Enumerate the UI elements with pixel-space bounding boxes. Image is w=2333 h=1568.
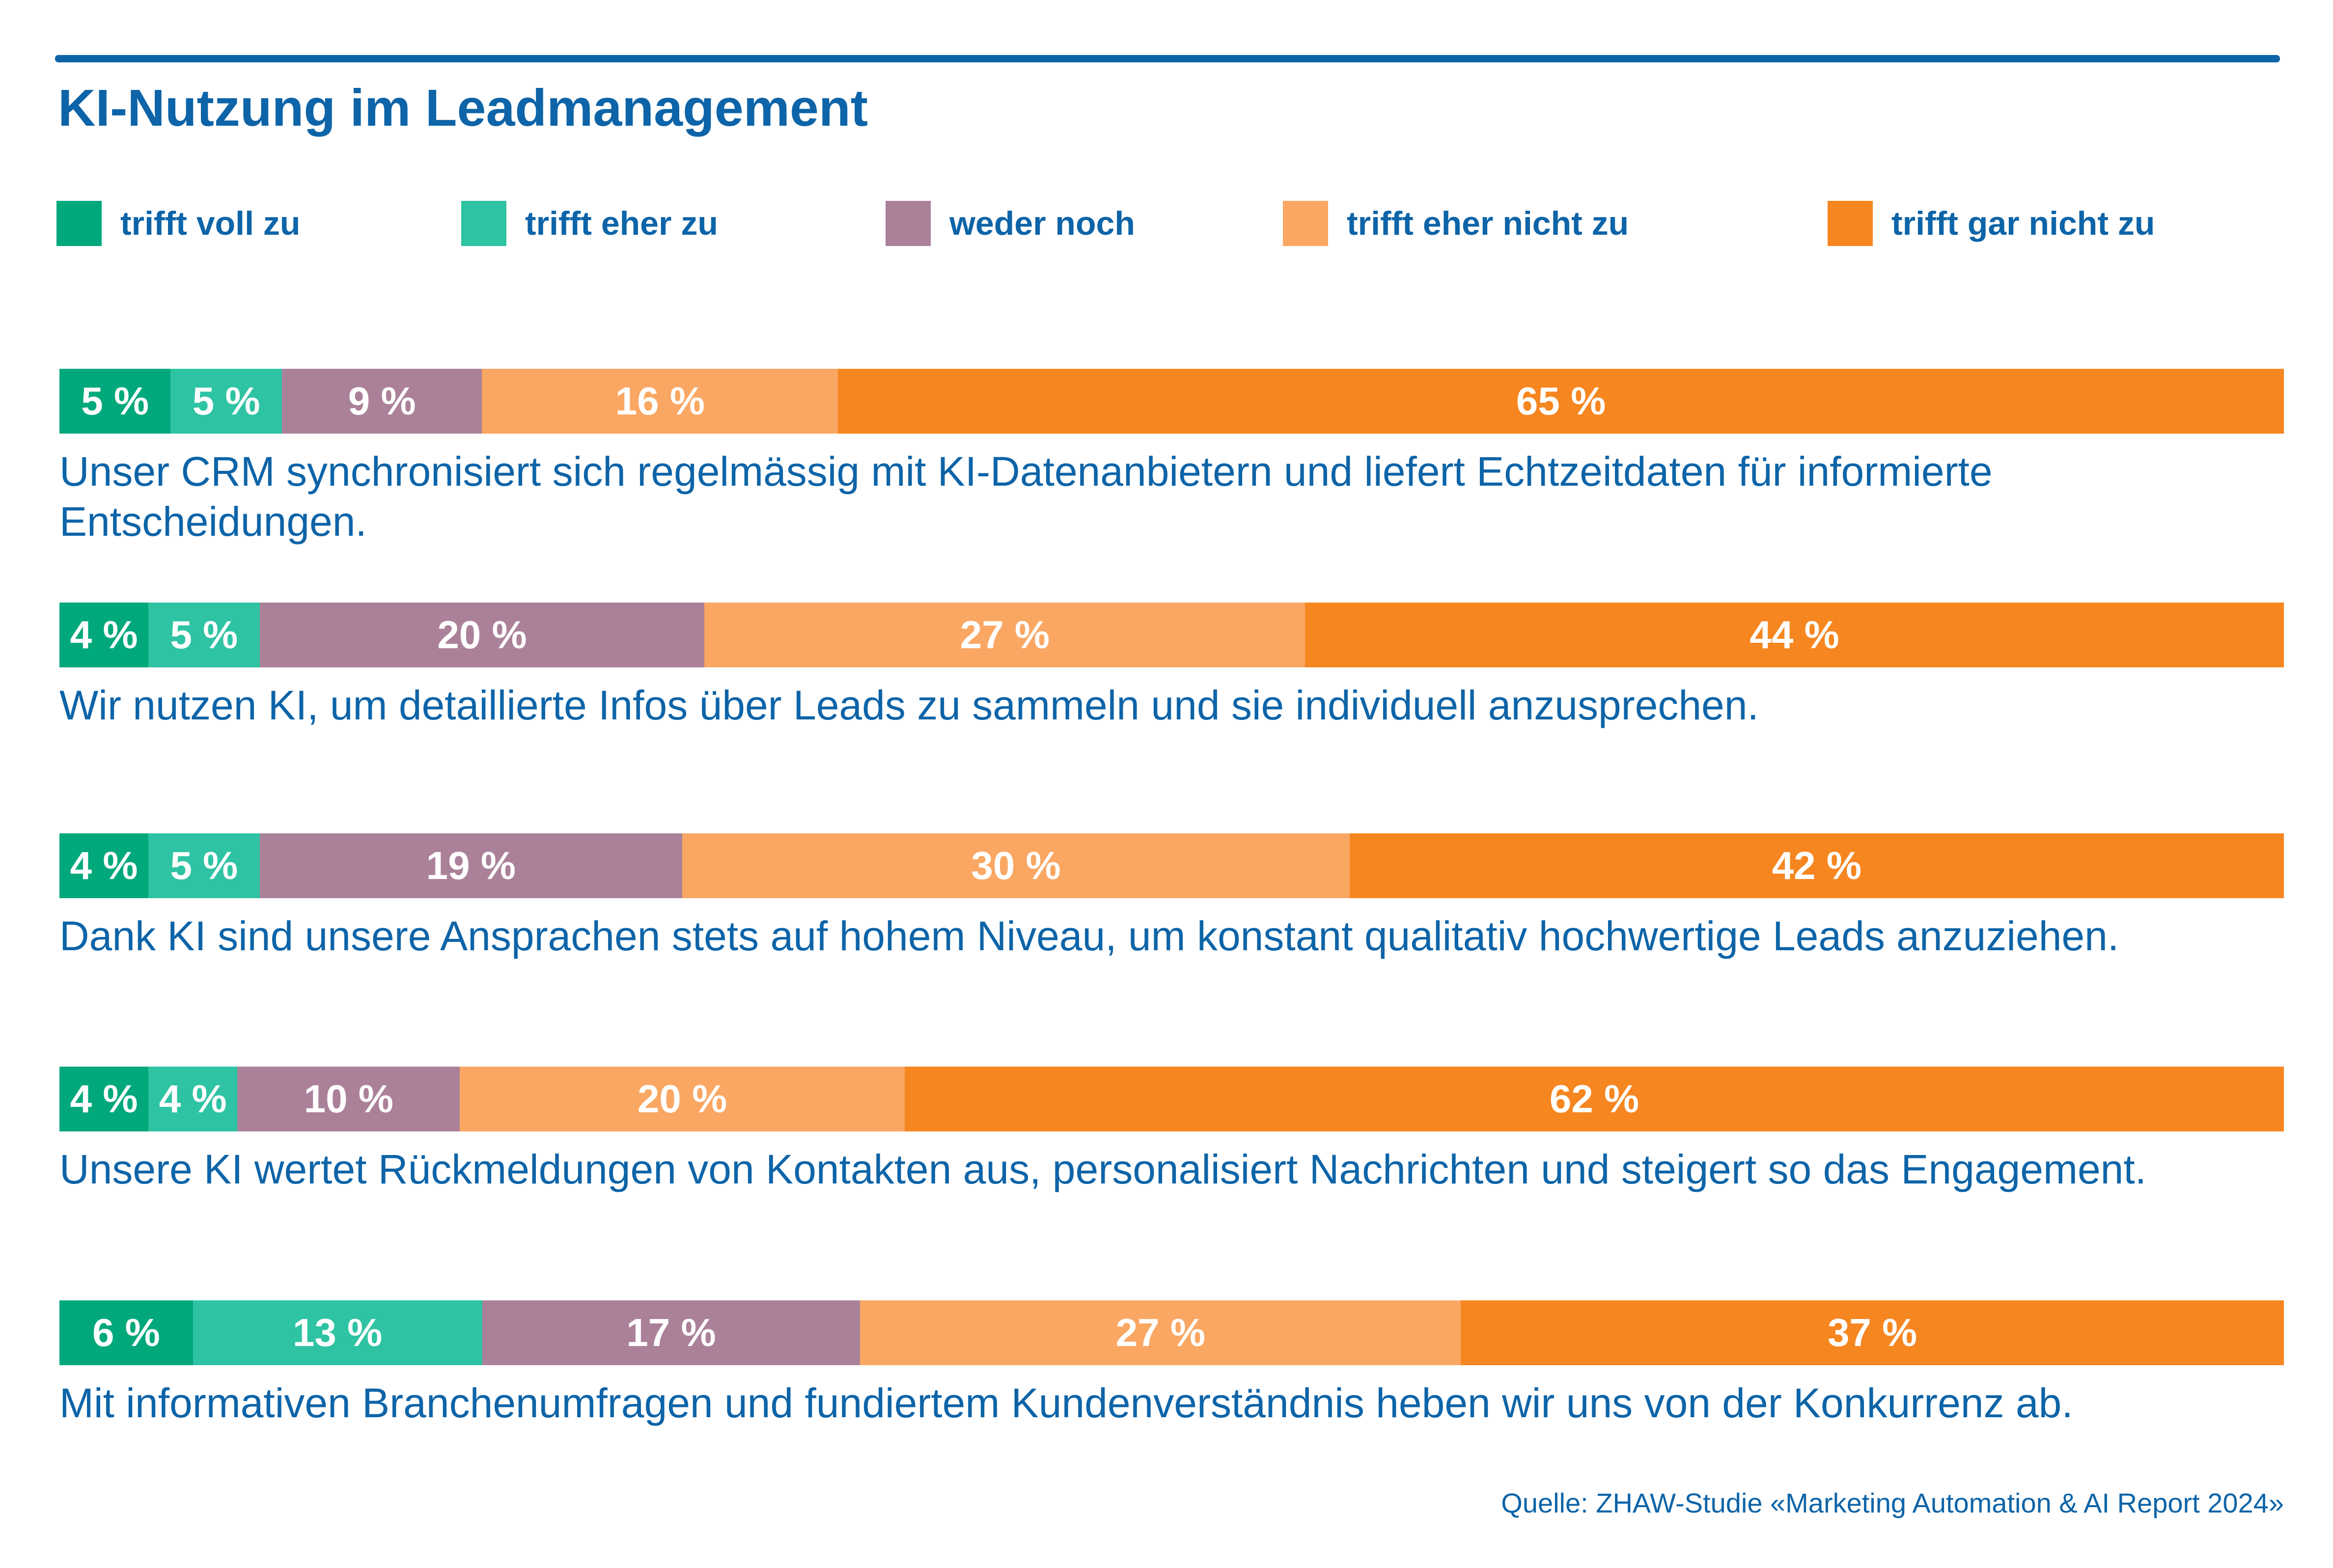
bar-segment-value: 4 % xyxy=(159,1077,227,1121)
bar-segment-trifft-voll-zu: 4 % xyxy=(59,833,149,898)
bar-segment-trifft-eher-nicht-zu: 27 % xyxy=(704,603,1305,667)
bar-segment-trifft-voll-zu: 4 % xyxy=(59,603,149,667)
bar-segment-value: 19 % xyxy=(426,844,516,887)
bar-segment-trifft-eher-zu: 5 % xyxy=(170,369,282,434)
bar-segment-trifft-gar-nicht-zu: 44 % xyxy=(1305,603,2284,667)
legend-label: trifft voll zu xyxy=(120,205,301,242)
row-caption: Mit informativen Branchenumfragen und fu… xyxy=(59,1380,2073,1426)
bar-segment-value: 4 % xyxy=(70,844,138,887)
bar-segment-trifft-voll-zu: 6 % xyxy=(59,1300,193,1365)
row-caption: Unsere KI wertet Rückmeldungen von Konta… xyxy=(59,1146,2147,1192)
chart-row-5: 6 % 13 % 17 % 27 % 37 % Mit informativen Bran… xyxy=(59,1300,2284,1428)
stacked-bar: 4 % 5 % 19 % 30 % 42 % xyxy=(59,833,2284,898)
bar-segment-value: 4 % xyxy=(70,613,138,657)
bar-segment-value: 44 % xyxy=(1750,613,1839,657)
bar-segment-trifft-eher-nicht-zu: 27 % xyxy=(860,1300,1461,1365)
stacked-bar: 5 % 5 % 9 % 16 % 65 % xyxy=(59,369,2284,434)
bar-segment-trifft-eher-zu: 5 % xyxy=(148,833,260,898)
bar-segment-trifft-eher-zu: 4 % xyxy=(148,1067,238,1131)
legend-label: trifft eher nicht zu xyxy=(1347,205,1629,242)
bar-segment-value: 65 % xyxy=(1516,379,1606,423)
bar-segment-weder-noch: 10 % xyxy=(237,1067,460,1131)
stacked-bar: 4 % 5 % 20 % 27 % 44 % xyxy=(59,603,2284,667)
bar-segment-value: 4 % xyxy=(70,1077,138,1121)
legend-item-5: trifft gar nicht zu xyxy=(1828,200,2155,247)
bar-segment-trifft-eher-nicht-zu: 16 % xyxy=(482,369,838,434)
bar-segment-value: 5 % xyxy=(170,844,238,887)
bar-segment-value: 5 % xyxy=(192,379,260,423)
legend-swatch-icon xyxy=(886,201,931,246)
bar-segment-trifft-voll-zu: 5 % xyxy=(59,369,171,434)
bar-segment-value: 10 % xyxy=(304,1077,393,1121)
row-caption: Unser CRM synchronisiert sich regelmässi… xyxy=(59,448,1993,545)
bar-segment-value: 5 % xyxy=(170,613,238,657)
bar-segment-weder-noch: 17 % xyxy=(482,1300,861,1365)
legend-label: trifft gar nicht zu xyxy=(1891,205,2155,242)
legend-label: weder noch xyxy=(949,205,1135,242)
bar-segment-trifft-voll-zu: 4 % xyxy=(59,1067,149,1131)
bar-segment-weder-noch: 9 % xyxy=(281,369,482,434)
stacked-bar: 4 % 4 % 10 % 20 % 62 % xyxy=(59,1067,2284,1131)
bar-segment-trifft-eher-zu: 13 % xyxy=(193,1300,482,1365)
bar-segment-value: 20 % xyxy=(637,1077,727,1121)
source-note: Quelle: ZHAW-Studie «Marketing Automatio… xyxy=(1501,1487,2284,1518)
bar-segment-value: 9 % xyxy=(348,379,416,423)
chart-row-3: 4 % 5 % 19 % 30 % 42 % Dank KI sind unsere An… xyxy=(59,833,2284,961)
bar-segment-trifft-eher-zu: 5 % xyxy=(148,603,260,667)
chart-row-1: 5 % 5 % 9 % 16 % 65 % Unser CRM synchronisier… xyxy=(59,369,2284,547)
page-title: KI-Nutzung im Leadmanagement xyxy=(58,79,868,137)
bar-segment-trifft-gar-nicht-zu: 42 % xyxy=(1349,833,2284,898)
stacked-bar: 6 % 13 % 17 % 27 % 37 % xyxy=(59,1300,2284,1365)
bar-segment-trifft-gar-nicht-zu: 65 % xyxy=(838,369,2284,434)
bar-segment-value: 13 % xyxy=(292,1311,383,1354)
bar-segment-value: 27 % xyxy=(1115,1311,1205,1354)
row-caption: Wir nutzen KI, um detaillierte Infos übe… xyxy=(59,682,1759,728)
legend-item-4: trifft eher nicht zu xyxy=(1283,200,1629,247)
legend-swatch-icon xyxy=(461,201,506,246)
legend-item-1: trifft voll zu xyxy=(56,200,300,247)
legend-item-3: weder noch xyxy=(886,200,1135,247)
chart-row-2: 4 % 5 % 20 % 27 % 44 % Wir nutzen KI, um deta… xyxy=(59,603,2284,730)
title-rule xyxy=(55,55,2280,62)
bar-segment-trifft-eher-nicht-zu: 30 % xyxy=(682,833,1350,898)
legend-swatch-icon xyxy=(56,201,102,246)
bar-segment-weder-noch: 20 % xyxy=(259,603,705,667)
bar-segment-trifft-gar-nicht-zu: 62 % xyxy=(905,1067,2284,1131)
legend-swatch-icon xyxy=(1828,201,1873,246)
chart-row-4: 4 % 4 % 10 % 20 % 62 % Unsere KI wertet Rückm… xyxy=(59,1067,2284,1194)
bar-segment-value: 62 % xyxy=(1549,1077,1639,1121)
row-caption: Dank KI sind unsere Ansprachen stets auf… xyxy=(59,913,2119,959)
bar-segment-value: 42 % xyxy=(1772,844,1862,887)
bar-segment-value: 30 % xyxy=(971,844,1061,887)
bar-segment-value: 27 % xyxy=(960,613,1050,657)
bar-segment-weder-noch: 19 % xyxy=(259,833,683,898)
legend: trifft voll zu trifft eher zu weder noch tr… xyxy=(0,200,2333,247)
bar-segment-value: 6 % xyxy=(92,1311,160,1354)
bar-segment-value: 16 % xyxy=(615,379,705,423)
bar-segment-value: 5 % xyxy=(81,379,149,423)
bar-segment-trifft-eher-nicht-zu: 20 % xyxy=(460,1067,905,1131)
legend-label: trifft eher zu xyxy=(525,205,718,242)
legend-swatch-icon xyxy=(1283,201,1328,246)
bar-segment-value: 17 % xyxy=(626,1311,716,1354)
bar-segment-value: 37 % xyxy=(1827,1311,1917,1354)
legend-item-2: trifft eher zu xyxy=(461,200,718,247)
bar-segment-value: 20 % xyxy=(437,613,527,657)
bar-segment-trifft-gar-nicht-zu: 37 % xyxy=(1461,1300,2284,1365)
